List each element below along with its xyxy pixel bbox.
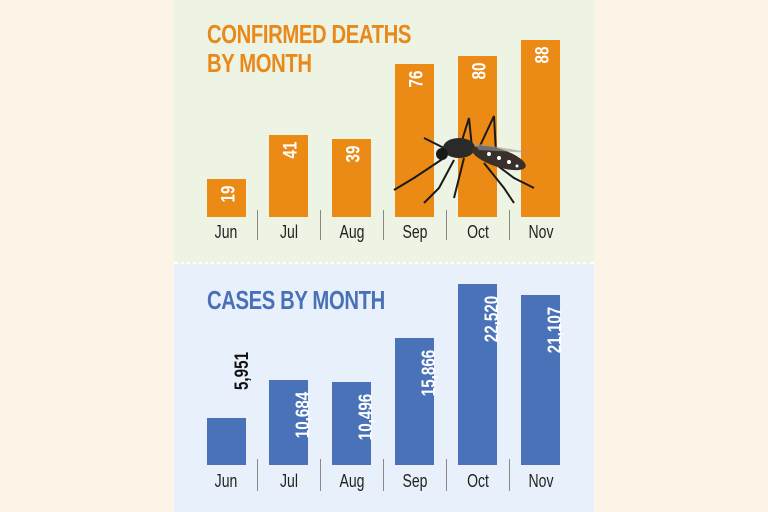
cases-bar-oct: 22,520 [458, 284, 503, 465]
cases-bar-nov: 21,107 [521, 295, 566, 465]
deaths-bar-oct: 80 [458, 56, 497, 217]
month-label: Jul [280, 222, 298, 242]
cases-bar-jun: 5,951 [207, 352, 252, 465]
cases-chart-panel: CASES BY MONTH 5,951 10,684 10,496 15,86… [174, 264, 594, 512]
cases-bar-sep: 15,866 [395, 338, 440, 465]
deaths-bar-jul: 41 [269, 135, 308, 217]
axis-separator [320, 459, 321, 491]
deaths-chart-panel: CONFIRMED DEATHS BY MONTH 19 41 39 76 80… [174, 0, 594, 264]
month-label: Sep [402, 471, 428, 491]
section-divider [174, 262, 594, 265]
month-label: Nov [528, 471, 554, 491]
cases-chart-title: CASES BY MONTH [207, 285, 385, 315]
axis-separator [320, 210, 321, 240]
axis-separator [509, 459, 510, 491]
axis-separator [446, 210, 447, 240]
cases-bar-aug: 10,496 [332, 382, 377, 465]
deaths-bar-aug: 39 [332, 139, 371, 217]
axis-separator [383, 459, 384, 491]
title-line-2: BY MONTH [207, 48, 312, 78]
cases-bar-jul: 10,684 [269, 380, 314, 465]
title-line-1: CONFIRMED DEATHS [207, 19, 412, 49]
axis-separator [383, 210, 384, 240]
deaths-bar-nov: 88 [521, 40, 560, 217]
axis-separator [257, 459, 258, 491]
month-label: Aug [339, 471, 365, 491]
deaths-bar-jun: 19 [207, 179, 246, 217]
deaths-chart-title: CONFIRMED DEATHS BY MONTH [207, 20, 411, 78]
axis-separator [257, 210, 258, 240]
month-label: Jul [280, 471, 298, 491]
month-label: Aug [339, 222, 365, 242]
axis-separator [509, 210, 510, 240]
month-label: Oct [467, 471, 489, 491]
mosquito-icon [393, 115, 535, 204]
month-label: Jun [214, 471, 238, 491]
month-label: Oct [467, 222, 489, 242]
month-label: Nov [528, 222, 554, 242]
month-label: Sep [402, 222, 428, 242]
axis-separator [446, 459, 447, 491]
month-label: Jun [214, 222, 238, 242]
